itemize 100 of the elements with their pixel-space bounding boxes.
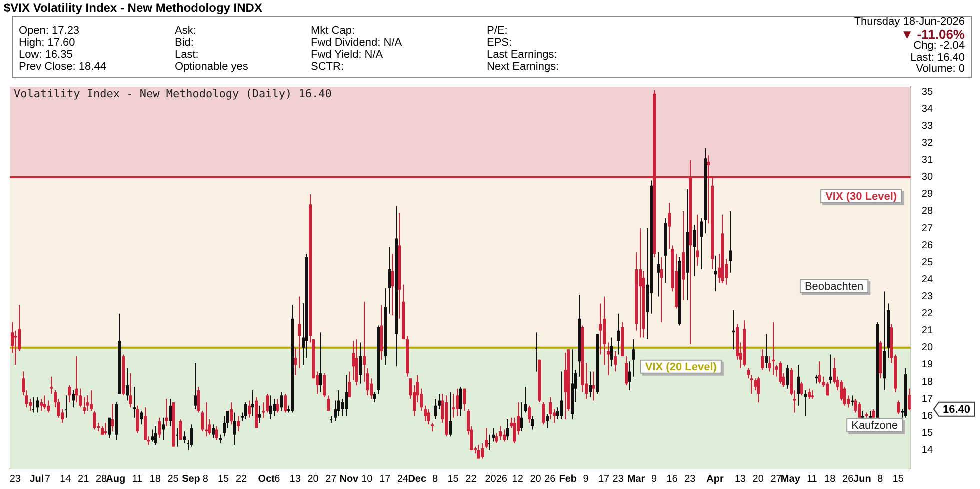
- candlestick: [359, 342, 362, 384]
- candlestick: [578, 295, 581, 377]
- candlestick: [194, 363, 197, 410]
- x-tick-label: 27: [326, 474, 338, 485]
- candlestick: [291, 305, 294, 413]
- candlestick: [596, 334, 599, 394]
- candlestick: [190, 424, 193, 447]
- y-tick-label: 31: [922, 155, 934, 166]
- candlestick: [657, 252, 660, 297]
- candlestick: [714, 256, 717, 292]
- text: Volume: 0: [915, 63, 965, 76]
- candlestick: [589, 372, 592, 398]
- candlestick: [804, 390, 807, 416]
- candlestick: [686, 189, 689, 300]
- band-label: Kaufzone: [852, 420, 898, 432]
- candlestick: [904, 368, 907, 418]
- y-tick-label: 19: [922, 360, 934, 371]
- candlestick: [797, 364, 800, 406]
- x-tick-label: 17: [598, 474, 610, 485]
- y-tick-label: 16: [922, 410, 934, 422]
- candlestick: [377, 326, 380, 394]
- candlestick: [628, 362, 631, 391]
- candlestick: [700, 218, 703, 270]
- text: High: 17.60: [19, 37, 76, 49]
- x-tick-label: 9: [651, 474, 658, 485]
- candlestick: [772, 322, 775, 376]
- candlestick: [395, 206, 398, 367]
- candlestick: [729, 211, 732, 273]
- candlestick: [133, 387, 136, 418]
- text: Last:: [175, 49, 200, 61]
- candlestick: [449, 392, 452, 437]
- candlestick: [452, 394, 455, 418]
- x-tick-label: 2026: [485, 474, 508, 485]
- x-tick-label: Aug: [106, 474, 126, 485]
- text: Last: 16.40: [910, 52, 965, 64]
- candlestick: [883, 292, 886, 391]
- text: Open: 17.23: [19, 25, 81, 37]
- candlestick: [560, 372, 563, 420]
- candlestick: [262, 402, 265, 418]
- x-tick-label: 13: [290, 474, 302, 485]
- candlestick: [765, 334, 768, 368]
- x-tick-label: 8: [202, 474, 209, 485]
- text: SCTR:: [311, 61, 345, 73]
- x-tick-label: 22: [236, 474, 248, 485]
- text: 16.40: [943, 404, 971, 416]
- candlestick: [678, 258, 681, 326]
- y-tick-label: 15: [922, 428, 934, 439]
- x-tick-label: Apr: [706, 474, 724, 485]
- y-tick-label: 24: [922, 274, 934, 286]
- candlestick: [524, 387, 527, 413]
- candlestick: [632, 339, 635, 377]
- x-tick-label: 26: [842, 474, 854, 485]
- candlestick: [108, 418, 111, 438]
- x-tick-label: Jul: [30, 474, 44, 485]
- candlestick: [205, 402, 208, 437]
- candlestick: [650, 180, 653, 314]
- candlestick: [115, 402, 118, 440]
- x-tick-label: 11: [806, 474, 818, 485]
- x-tick-label: 22: [466, 474, 478, 485]
- y-tick-label: 32: [922, 138, 934, 150]
- x-tick-label: 8: [432, 474, 439, 485]
- x-tick-label: 25: [168, 474, 180, 485]
- y-tick-label: 17: [922, 394, 934, 405]
- y-tick-label: 28: [922, 206, 934, 218]
- band-label: Beobachten: [804, 281, 864, 294]
- x-tick-label: 16: [666, 474, 678, 485]
- candlestick: [388, 247, 391, 314]
- x-tick-label: 27: [770, 474, 782, 485]
- y-tick-label: 27: [922, 223, 934, 234]
- candlestick: [233, 412, 236, 446]
- candlestick: [345, 375, 348, 416]
- text: ▼ -11.06%: [900, 26, 965, 42]
- candlestick: [520, 402, 523, 432]
- text: Low: 16.35: [19, 49, 74, 61]
- y-tick-label: 34: [922, 104, 934, 115]
- candlestick: [693, 225, 696, 276]
- y-tick-label: 35: [922, 86, 934, 98]
- candlestick: [750, 375, 753, 394]
- candlestick: [459, 387, 462, 416]
- x-tick-label: Dec: [408, 474, 427, 485]
- x-tick-label: Jun: [854, 474, 872, 485]
- x-tick-label: 26: [544, 474, 556, 485]
- candlestick: [617, 314, 620, 355]
- text: Bid:: [175, 37, 195, 49]
- candlestick: [434, 399, 437, 420]
- x-tick-label: 9: [583, 474, 590, 485]
- x-tick-label: Oct: [258, 474, 276, 485]
- y-tick-label: 22: [922, 308, 934, 320]
- text: Last Earnings:: [487, 49, 558, 61]
- candlestick: [887, 304, 890, 358]
- candlestick: [319, 332, 322, 392]
- candlestick: [126, 368, 129, 401]
- x-tick-label: 14: [60, 474, 72, 485]
- text: Next Earnings:: [487, 61, 560, 73]
- y-tick-label: 20: [922, 342, 934, 354]
- x-tick-label: 28: [96, 474, 108, 485]
- y-tick-label: 25: [922, 257, 934, 268]
- x-tick-label: 15: [448, 474, 460, 485]
- x-tick-label: Sep: [182, 474, 200, 485]
- candlestick: [829, 354, 832, 384]
